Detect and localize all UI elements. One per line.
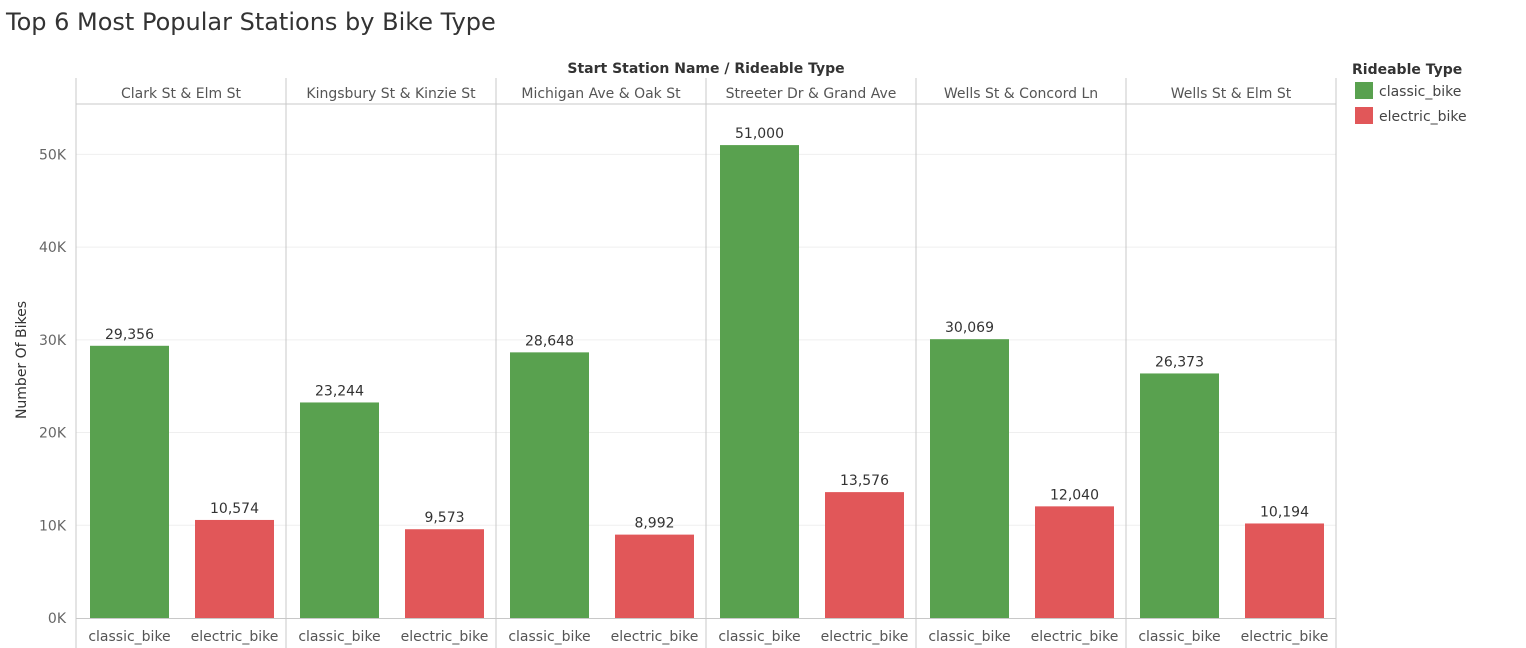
station-header: Clark St & Elm St — [121, 86, 241, 102]
station-header: Wells St & Concord Ln — [944, 86, 1098, 102]
bar-value-label: 10,194 — [1260, 504, 1309, 520]
x-tick-label: electric_bike — [611, 629, 699, 645]
bar-classic_bike[interactable] — [1140, 373, 1219, 618]
bar-classic_bike[interactable] — [510, 352, 589, 618]
y-tick-label: 40K — [39, 240, 67, 256]
legend-swatch-classic_bike[interactable] — [1355, 82, 1373, 99]
bar-value-label: 29,356 — [105, 327, 154, 343]
bar-electric_bike[interactable] — [1245, 523, 1324, 618]
bar-value-label: 8,992 — [634, 516, 674, 532]
bar-value-label: 12,040 — [1050, 487, 1099, 503]
y-tick-label: 20K — [39, 426, 67, 442]
column-header: Start Station Name / Rideable Type — [567, 61, 844, 77]
bar-value-label: 51,000 — [735, 126, 784, 142]
x-tick-label: classic_bike — [298, 629, 380, 645]
legend-label: electric_bike — [1379, 109, 1467, 125]
bar-classic_bike[interactable] — [300, 402, 379, 618]
bar-value-label: 23,244 — [315, 383, 364, 399]
bar-value-label: 26,373 — [1155, 354, 1204, 370]
x-tick-label: classic_bike — [928, 629, 1010, 645]
bar-classic_bike[interactable] — [720, 145, 799, 618]
bar-value-label: 9,573 — [424, 510, 464, 526]
bar-value-label: 28,648 — [525, 333, 574, 349]
bar-value-label: 30,069 — [945, 320, 994, 336]
bar-electric_bike[interactable] — [615, 534, 694, 618]
legend-label: classic_bike — [1379, 84, 1461, 100]
legend-title: Rideable Type — [1352, 62, 1462, 78]
x-tick-label: electric_bike — [1031, 629, 1119, 645]
y-tick-label: 10K — [39, 518, 67, 534]
bar-electric_bike[interactable] — [405, 529, 484, 618]
y-tick-label: 50K — [39, 147, 67, 163]
bar-electric_bike[interactable] — [195, 519, 274, 618]
x-tick-label: classic_bike — [508, 629, 590, 645]
bar-electric_bike[interactable] — [1035, 506, 1114, 618]
bar-value-label: 13,576 — [840, 473, 889, 489]
station-header: Streeter Dr & Grand Ave — [726, 86, 897, 102]
station-header: Michigan Ave & Oak St — [521, 86, 681, 102]
x-tick-label: electric_bike — [401, 629, 489, 645]
bar-electric_bike[interactable] — [825, 492, 904, 618]
legend-swatch-electric_bike[interactable] — [1355, 107, 1373, 124]
bar-value-label: 10,574 — [210, 501, 259, 517]
chart-title: Top 6 Most Popular Stations by Bike Type — [6, 8, 496, 36]
x-tick-label: classic_bike — [718, 629, 800, 645]
x-tick-label: electric_bike — [821, 629, 909, 645]
station-header: Kingsbury St & Kinzie St — [306, 86, 476, 102]
y-tick-label: 0K — [48, 611, 67, 627]
station-header: Wells St & Elm St — [1171, 86, 1292, 102]
y-axis-label: Number Of Bikes — [14, 301, 30, 419]
bar-classic_bike[interactable] — [930, 339, 1009, 618]
x-tick-label: classic_bike — [88, 629, 170, 645]
y-tick-label: 30K — [39, 333, 67, 349]
x-tick-label: electric_bike — [1241, 629, 1329, 645]
x-tick-label: classic_bike — [1138, 629, 1220, 645]
bar-classic_bike[interactable] — [90, 345, 169, 618]
x-tick-label: electric_bike — [191, 629, 279, 645]
